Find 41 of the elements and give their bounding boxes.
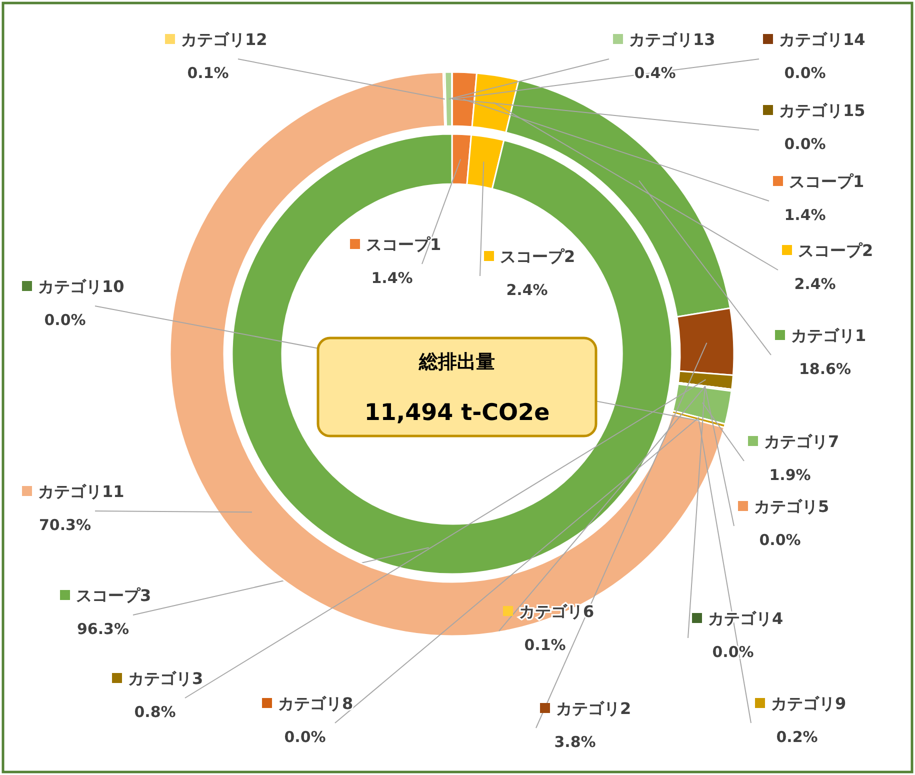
legend-label: カテゴリ8	[278, 694, 354, 713]
legend-label: カテゴリ15	[779, 101, 866, 120]
legend-label: カテゴリ12	[181, 30, 268, 49]
legend-label: カテゴリ7	[764, 432, 840, 451]
legend-label: カテゴリ2	[556, 699, 632, 718]
text: 0.0%	[784, 64, 826, 82]
text: 0.0%	[284, 728, 326, 746]
legend-label: スコープ1	[789, 172, 864, 191]
data-label: 1.4%	[371, 269, 413, 287]
legend-label: スコープ1	[366, 235, 442, 254]
legend-label: カテゴリ1	[791, 326, 866, 345]
legend-label: スコープ2	[500, 247, 576, 266]
legend-label: カテゴリ11	[38, 482, 124, 501]
data-label: 0.2%	[776, 728, 818, 746]
data-label: 96.3%	[76, 620, 130, 638]
legend-label: スコープ3	[76, 586, 152, 605]
data-label: 18.6%	[798, 360, 852, 378]
data-label: 0.4%	[634, 64, 676, 82]
text: 総排出量	[418, 351, 495, 373]
data-label: 1.4%	[784, 206, 826, 224]
data-label: 70.3%	[38, 516, 92, 534]
legend-label: スコープ2	[798, 241, 874, 260]
legend-label: カテゴリ10	[38, 277, 124, 296]
legend-label: カテゴリ3	[128, 669, 204, 688]
data-label: 3.8%	[554, 733, 596, 751]
data-label: 2.4%	[794, 275, 836, 293]
data-label: 1.9%	[769, 466, 811, 484]
text: 0.0%	[759, 531, 801, 549]
data-label: 2.4%	[506, 281, 548, 299]
data-label: 0.1%	[187, 64, 229, 82]
text: 0.0%	[784, 135, 826, 153]
text: 11,494 t-CO2e	[364, 400, 550, 426]
legend-label: カテゴリ9	[771, 694, 846, 713]
text: 0.0%	[712, 643, 754, 661]
legend-label: カテゴリ14	[779, 30, 866, 49]
text: 0.0%	[44, 311, 86, 329]
data-label: 0.8%	[134, 703, 176, 721]
legend-label: カテゴリ13	[629, 30, 716, 49]
legend-label: カテゴリ5	[754, 497, 830, 516]
legend-label: カテゴリ4	[708, 609, 784, 628]
data-label: 0.1%	[524, 636, 566, 654]
